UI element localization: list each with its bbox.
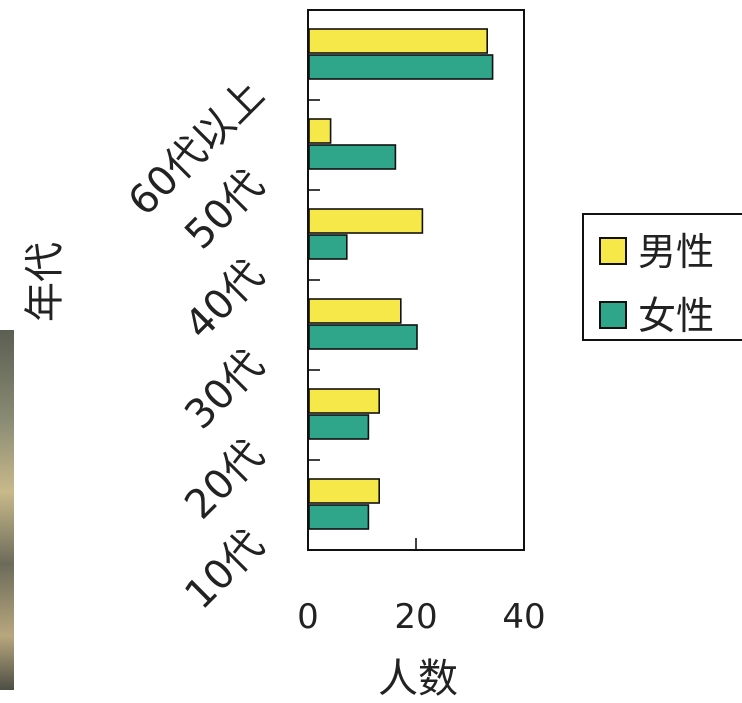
- bar-female-2: [308, 324, 418, 350]
- legend-swatch-male: [599, 237, 627, 265]
- category-label: 10代: [176, 522, 273, 619]
- photo-fragment: [0, 330, 14, 690]
- plot-frame: [307, 9, 525, 551]
- bar-male-3: [308, 208, 424, 234]
- bar-male-2: [308, 298, 402, 324]
- bar-female-3: [308, 234, 348, 260]
- bar-male-4: [308, 118, 332, 144]
- bars-layer: [308, 28, 494, 530]
- x-axis-title: 人数: [378, 656, 458, 702]
- x-ticks: 0 20 40: [297, 538, 546, 637]
- y-axis-title: 年代: [22, 242, 68, 322]
- bar-male-5: [308, 28, 488, 54]
- legend-label-male: 男性: [638, 230, 714, 274]
- x-tick-label: 20: [394, 597, 437, 637]
- category-label: 30代: [176, 342, 273, 439]
- legend: 男性 女性: [582, 213, 742, 341]
- bar-male-0: [308, 478, 380, 504]
- legend-swatch-female: [599, 301, 627, 329]
- bar-female-0: [308, 504, 370, 530]
- bar-female-1: [308, 414, 370, 440]
- x-tick-label: 40: [502, 597, 545, 637]
- y-ticks: [308, 99, 320, 461]
- category-label: 40代: [176, 252, 273, 349]
- bar-female-5: [308, 54, 494, 80]
- legend-label-female: 女性: [638, 294, 714, 338]
- category-label: 20代: [176, 432, 273, 529]
- bar-female-4: [308, 144, 397, 170]
- x-tick-label: 0: [297, 597, 319, 637]
- bar-male-1: [308, 388, 380, 414]
